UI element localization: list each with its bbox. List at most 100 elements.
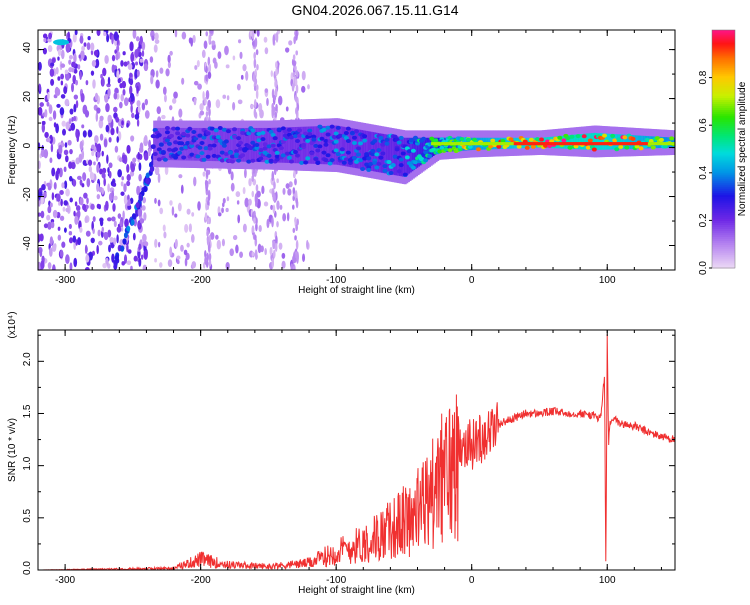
noise-speckle <box>84 216 88 224</box>
ridge-blob <box>351 135 357 140</box>
noise-streak <box>253 52 256 60</box>
noise-speckle <box>112 182 117 187</box>
noise-streak <box>271 216 274 228</box>
noise-streak <box>296 251 299 262</box>
noise-speckle <box>87 36 91 41</box>
ridge-core <box>603 142 606 146</box>
noise-streak <box>255 217 258 225</box>
ridge-blob <box>345 139 351 144</box>
ridge-blob <box>618 144 624 149</box>
noise-speckle <box>164 165 169 176</box>
noise-speckle <box>191 261 197 269</box>
ridge-blob <box>260 137 266 142</box>
noise-speckle <box>38 106 43 116</box>
noise-speckle <box>47 221 52 230</box>
noise-speckle <box>184 223 189 233</box>
noise-speckle <box>212 57 217 64</box>
noise-streak <box>272 34 276 45</box>
noise-speckle <box>169 50 173 56</box>
ridge-blob <box>156 147 162 152</box>
noise-speckle <box>74 215 79 226</box>
ridge-blob <box>179 141 185 146</box>
noise-speckle <box>142 264 147 270</box>
noise-speckle <box>155 79 160 89</box>
noise-speckle <box>115 116 120 123</box>
noise-speckle <box>61 120 66 127</box>
noise-streak <box>294 78 298 87</box>
noise-streak <box>208 259 212 267</box>
noise-speckle <box>139 218 145 224</box>
ridge-core <box>585 142 589 146</box>
ridge-band <box>616 134 620 150</box>
ridge-blob <box>266 153 272 158</box>
ridge-band <box>258 127 262 163</box>
noise-speckle <box>263 201 269 207</box>
noise-speckle <box>117 213 122 219</box>
noise-streak <box>271 102 274 111</box>
ridge-core <box>668 142 671 146</box>
ridge-blob <box>565 136 571 141</box>
noise-speckle <box>226 196 230 202</box>
noise-speckle <box>266 97 269 107</box>
noise-speckle <box>60 80 64 86</box>
noise-speckle <box>138 257 142 267</box>
noise-speckle <box>239 251 243 258</box>
ridge-blob <box>268 129 274 134</box>
ridge-core <box>628 142 632 146</box>
noise-speckle <box>142 233 147 243</box>
noise-speckle <box>101 226 104 233</box>
ridge-blob <box>368 162 374 167</box>
noise-speckle <box>95 112 99 122</box>
noise-speckle <box>107 114 113 124</box>
colorbar-swatch <box>712 150 735 154</box>
colorbar-swatch <box>712 117 735 120</box>
ridge-band <box>260 127 264 163</box>
ridge-blob <box>256 131 262 136</box>
colorbar-swatch <box>712 154 735 158</box>
ridge-band <box>340 126 344 166</box>
colorbar-swatch <box>712 127 735 130</box>
noise-speckle <box>155 70 159 78</box>
noise-speckle <box>225 64 230 69</box>
ridge-core <box>649 142 652 146</box>
noise-speckle <box>73 103 77 113</box>
ridge-band <box>241 127 245 162</box>
ridge-core <box>573 142 576 146</box>
ridge-core <box>470 142 473 146</box>
ridge-blob <box>345 126 351 131</box>
snr-frame <box>37 329 676 571</box>
noise-speckle <box>90 42 95 52</box>
ridge-core <box>440 142 444 146</box>
colorbar-swatch <box>712 174 735 178</box>
noise-speckle <box>38 61 42 71</box>
colorbar-swatch <box>712 188 735 192</box>
ridge-blob <box>307 132 313 137</box>
noise-speckle <box>173 91 178 99</box>
noise-speckle <box>256 30 260 37</box>
y-tick-label: 20 <box>22 91 33 103</box>
noise-speckle <box>39 250 43 258</box>
noise-speckle <box>96 244 99 255</box>
noise-speckle <box>88 251 93 261</box>
ridge-band <box>281 127 285 163</box>
noise-speckle <box>69 175 73 182</box>
noise-speckle <box>63 86 68 95</box>
noise-speckle <box>199 103 204 111</box>
noise-speckle <box>248 198 252 206</box>
colorbar-swatch <box>712 200 735 204</box>
ridge-core <box>638 142 641 146</box>
colorbar-swatch <box>712 99 735 102</box>
ridge-blob <box>343 131 349 136</box>
ridge-blob <box>349 130 355 135</box>
noise-speckle <box>85 80 89 86</box>
ridge-core <box>601 142 605 146</box>
noise-speckle <box>47 44 53 53</box>
noise-speckle <box>222 94 227 99</box>
colorbar-swatch <box>712 256 735 259</box>
ridge-blob <box>156 157 162 162</box>
ridge-core <box>651 142 655 146</box>
ridge-band <box>572 134 576 150</box>
ridge-blob <box>229 154 235 159</box>
x-tick-label: 100 <box>599 275 616 286</box>
colorbar-swatch <box>712 111 735 114</box>
